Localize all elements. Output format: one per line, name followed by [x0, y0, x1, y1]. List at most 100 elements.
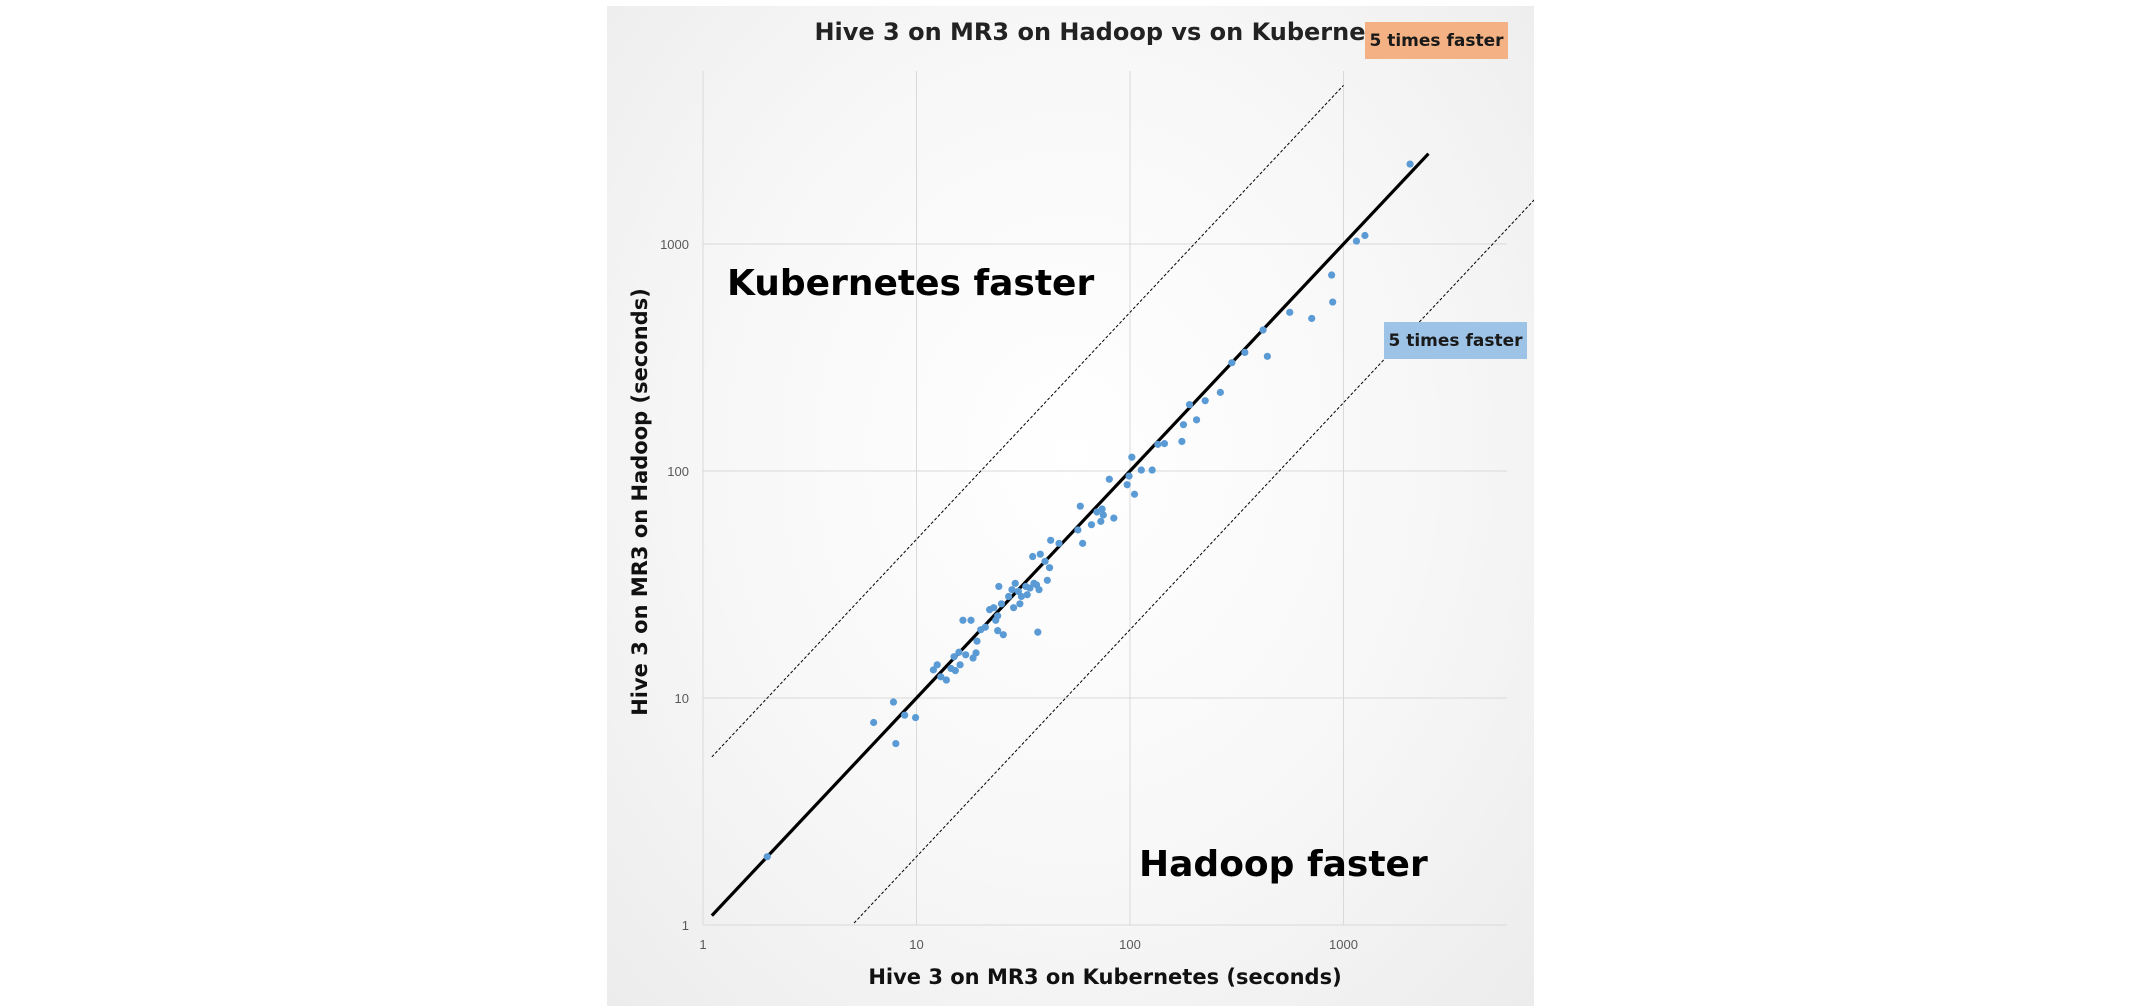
data-point [999, 631, 1007, 639]
data-point [1192, 416, 1201, 424]
data-point [1228, 359, 1236, 367]
data-point [1160, 440, 1169, 448]
data-point [1008, 586, 1016, 594]
data-point [1406, 160, 1414, 168]
data-point [889, 698, 898, 706]
data-point [1201, 397, 1209, 405]
reference-lines [710, 84, 1534, 924]
data-point [1148, 466, 1156, 474]
data-point [1308, 314, 1316, 323]
chart-svg: 1 10 100 1000 1 10 100 1000 Hive 3 on MR3 on Ha… [628, 18, 1534, 989]
data-point [1123, 481, 1131, 489]
data-point [870, 718, 878, 727]
x-tick-label: 1000 [1329, 937, 1358, 952]
data-point [901, 711, 909, 719]
data-point [1216, 388, 1224, 396]
data-point [994, 612, 1002, 620]
data-point [994, 627, 1002, 635]
x-tick-label: 1 [699, 937, 706, 952]
data-point [1043, 576, 1051, 584]
lower-band-badge-bg [1384, 322, 1527, 359]
data-point [973, 637, 981, 645]
data-point [1023, 591, 1031, 599]
y-axis-title: Hive 3 on MR3 on Hadoop (seconds) [628, 288, 652, 716]
data-point [1178, 437, 1186, 446]
data-point [1137, 466, 1145, 474]
data-point [1047, 536, 1055, 544]
data-point [1029, 552, 1037, 561]
data-point [1017, 592, 1026, 601]
data-point [1241, 348, 1249, 357]
data-point [1329, 298, 1337, 306]
data-point [1079, 539, 1087, 547]
upper-band-badge: 5 times faster [1365, 22, 1508, 59]
data-point [1185, 401, 1194, 409]
data-point [929, 666, 938, 674]
data-point [1097, 517, 1105, 525]
data-points [763, 160, 1414, 861]
data-point [1098, 505, 1106, 513]
data-point [1087, 521, 1096, 529]
data-point [1286, 308, 1294, 316]
data-point [933, 661, 941, 669]
hadoop-faster-label: Hadoop faster [1139, 844, 1428, 885]
data-point [1259, 326, 1267, 334]
data-point [1016, 600, 1024, 608]
data-point [1045, 564, 1054, 572]
kubernetes-faster-label: Kubernetes faster [727, 263, 1094, 304]
data-point [1076, 502, 1084, 510]
data-point [959, 616, 967, 624]
data-point [972, 649, 980, 657]
data-point [1179, 421, 1188, 429]
grid-layer [702, 71, 1507, 926]
data-point [955, 648, 963, 656]
data-point [1004, 592, 1013, 601]
x-tick-label: 100 [1119, 937, 1141, 952]
x-tick-label: 10 [909, 937, 923, 952]
data-point [995, 582, 1003, 591]
data-point [1130, 490, 1139, 498]
data-point [937, 673, 945, 681]
data-point [1011, 579, 1019, 587]
data-point [1055, 539, 1063, 547]
x-axis-title: Hive 3 on MR3 on Kubernetes (seconds) [868, 965, 1341, 989]
lower-band-badge: 5 times faster [1384, 322, 1527, 359]
data-point [1154, 440, 1162, 448]
data-point [981, 623, 989, 631]
data-point [990, 604, 998, 612]
reference-line-equal [710, 152, 1430, 917]
data-point [1352, 237, 1361, 245]
data-point [967, 616, 975, 624]
data-point [951, 667, 959, 675]
y-tick-label: 100 [667, 464, 689, 479]
y-tick-label: 1 [682, 918, 689, 933]
data-point [962, 651, 970, 659]
chart-panel: 1 10 100 1000 1 10 100 1000 Hive 3 on MR3 on Ha… [607, 6, 1534, 1006]
reference-line-kubernetes-5x [711, 84, 1344, 758]
tick-labels: 1 10 100 1000 1 10 100 1000 [660, 237, 1358, 952]
data-point [1099, 511, 1107, 519]
upper-band-label: 5 times faster [1369, 31, 1504, 51]
data-point [1034, 628, 1042, 636]
data-point [1105, 475, 1113, 483]
y-tick-label: 10 [675, 691, 689, 706]
lower-band-label: 5 times faster [1388, 331, 1523, 351]
data-point [763, 853, 771, 861]
data-point [1010, 604, 1018, 612]
data-point [950, 653, 958, 661]
data-point [892, 739, 900, 748]
data-point [1036, 550, 1044, 558]
data-point [997, 600, 1006, 608]
data-point [956, 661, 964, 669]
data-point [1026, 584, 1034, 592]
data-point [1328, 271, 1336, 279]
data-point [1128, 453, 1136, 461]
data-point [1110, 514, 1118, 522]
y-tick-label: 1000 [660, 237, 689, 252]
data-point [1263, 352, 1271, 360]
data-point [1361, 231, 1369, 240]
chart-title: Hive 3 on MR3 on Hadoop vs on Kubernetes [814, 18, 1407, 46]
data-point [1041, 557, 1049, 565]
data-point [1125, 472, 1133, 480]
data-point [942, 676, 950, 684]
